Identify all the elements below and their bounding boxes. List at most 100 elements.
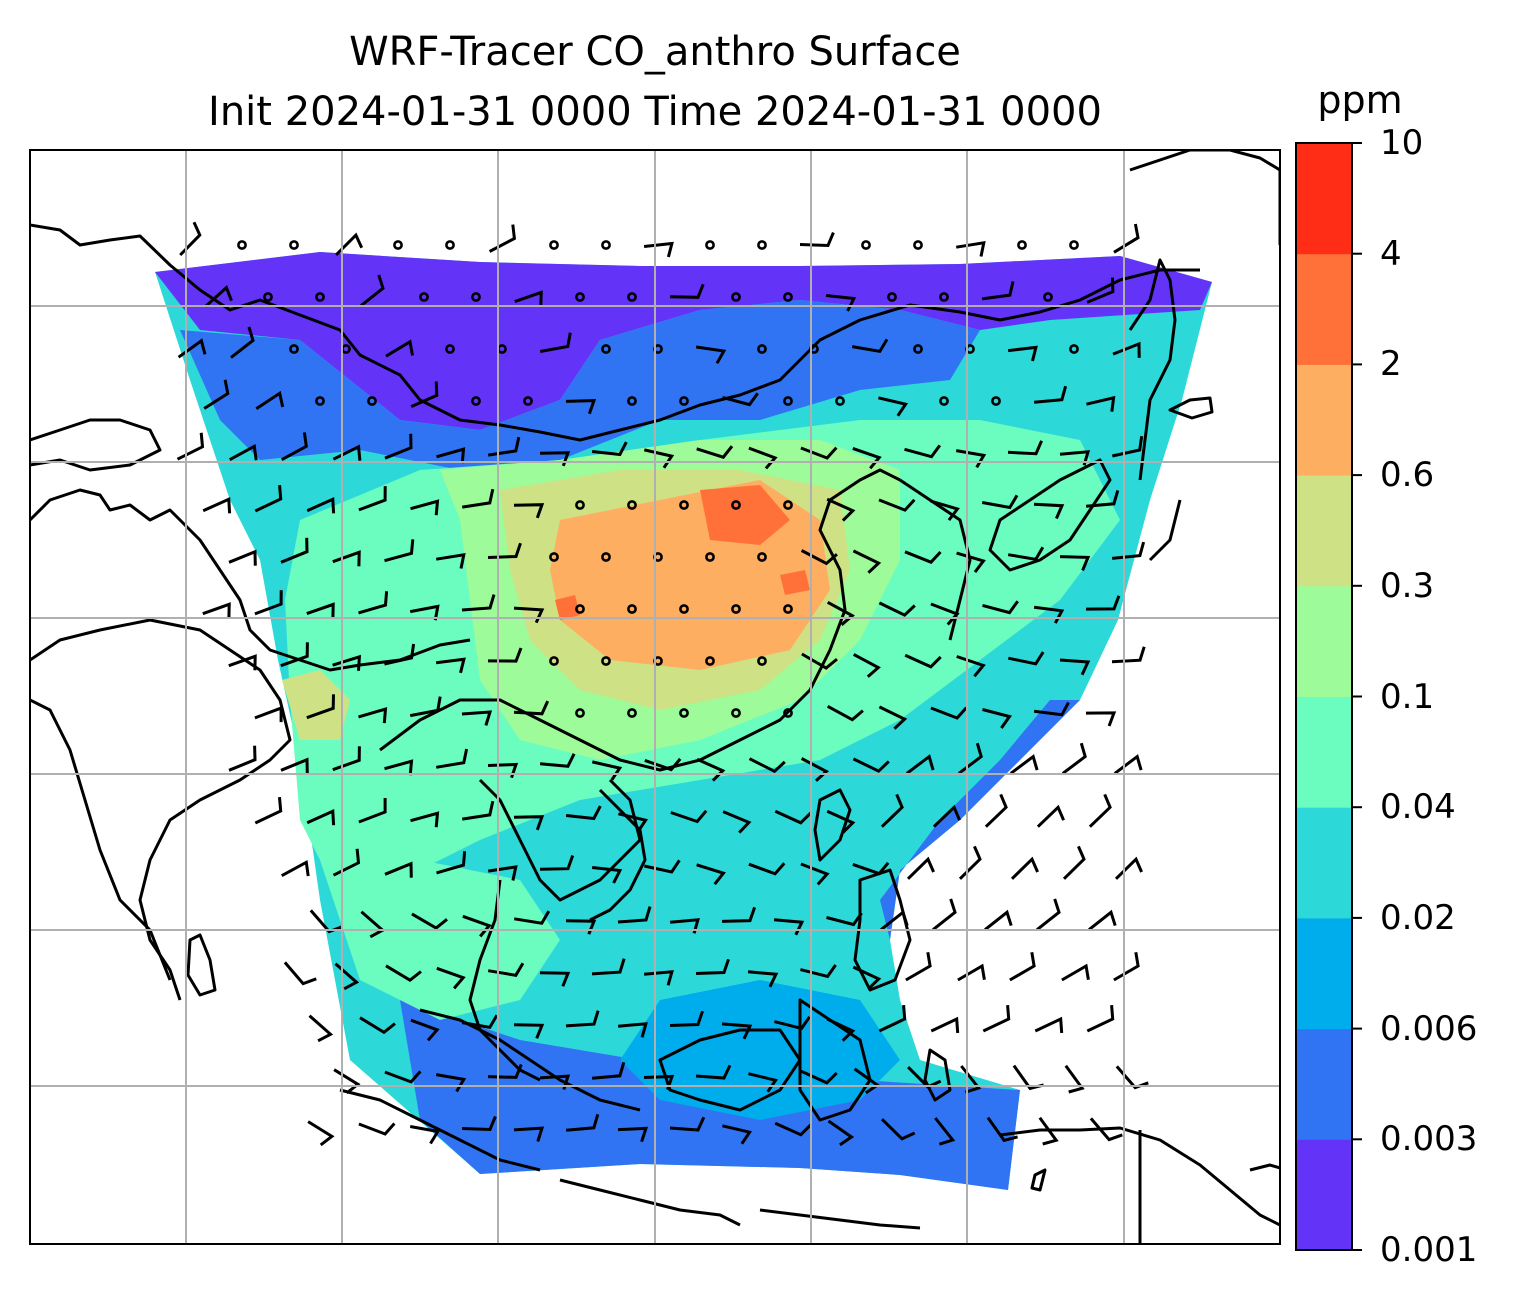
calm-circle — [367, 396, 377, 406]
calm-circle — [757, 240, 767, 250]
wind-barb — [539, 753, 576, 768]
wind-barb — [306, 694, 335, 720]
wind-barb — [696, 445, 734, 459]
wind-barb — [280, 537, 309, 564]
wind-barb — [748, 446, 778, 470]
calm-circle — [575, 604, 585, 614]
colorbar-tick-label: 0.1 — [1380, 676, 1435, 717]
wind-barb — [643, 859, 681, 874]
wind-barb — [202, 497, 232, 514]
wind-barb — [591, 1061, 626, 1080]
wind-barb — [202, 602, 231, 619]
wind-barb — [695, 1064, 732, 1080]
wind-barb — [306, 497, 336, 514]
wind-barb — [228, 443, 258, 462]
colorbar-segment — [1296, 807, 1352, 919]
calm-circle — [289, 240, 299, 250]
wind-barb — [513, 1126, 545, 1142]
wind-barb — [384, 643, 416, 666]
field-hotspot-3 — [780, 570, 810, 595]
calm-circle — [757, 656, 767, 666]
wind-barb — [308, 1014, 334, 1043]
calm-circle — [783, 292, 793, 302]
wind-barb — [932, 898, 957, 931]
wind-barb — [358, 486, 387, 512]
wind-barb — [955, 449, 987, 469]
wind-barb — [514, 290, 543, 307]
wind-barb — [695, 958, 730, 975]
wind-barb — [774, 809, 812, 825]
wind-barb — [1007, 345, 1038, 362]
colorbar-segment — [1296, 475, 1352, 587]
calm-circle — [679, 396, 689, 406]
wind-barb — [958, 845, 982, 880]
calm-circle — [1069, 240, 1079, 250]
colorbar-tick-label: 0.001 — [1380, 1230, 1478, 1270]
wind-barb — [800, 862, 830, 886]
wind-barb — [254, 590, 283, 616]
wind-barb — [410, 811, 440, 828]
wind-barb — [1059, 555, 1091, 571]
wind-barb — [984, 909, 1013, 931]
calm-circle — [627, 396, 637, 406]
wind-barb — [1085, 595, 1121, 611]
wind-barb — [591, 760, 623, 781]
calm-circle — [315, 396, 325, 406]
wind-barb — [932, 804, 961, 828]
wind-barb — [333, 1068, 361, 1095]
wind-barb — [906, 856, 935, 880]
wind-barb — [1114, 856, 1143, 880]
calm-circle — [471, 396, 481, 406]
wind-barb — [1059, 450, 1091, 466]
wind-barb — [1007, 440, 1043, 456]
calm-circle — [705, 240, 715, 250]
calm-circle — [575, 708, 585, 718]
wind-barb — [1064, 1064, 1085, 1094]
wind-barb — [800, 549, 838, 566]
wind-barb — [880, 909, 909, 931]
wind-barb — [748, 862, 786, 876]
wind-barb — [179, 221, 202, 257]
wind-barb — [722, 1124, 753, 1145]
colorbar-tick-label: 0.3 — [1380, 565, 1435, 606]
wind-barb — [1086, 277, 1115, 304]
wind-barb — [1038, 1116, 1059, 1146]
wind-barb — [254, 796, 283, 825]
map-axes — [30, 150, 1280, 1244]
colorbar-unit-label: ppm — [1317, 78, 1403, 122]
colorbar-tick-label: 0.003 — [1380, 1119, 1478, 1160]
wind-barb — [384, 861, 413, 878]
wind-barb — [878, 601, 916, 617]
calm-circle — [575, 292, 585, 302]
wind-barb — [748, 757, 786, 774]
wind-barb — [435, 657, 466, 674]
colorbar-segment — [1296, 1028, 1352, 1140]
wind-barb — [410, 1018, 440, 1042]
colorbar-tick-label: 0.6 — [1380, 455, 1435, 496]
wind-barb — [669, 1116, 706, 1132]
calm-circle — [445, 344, 455, 354]
wind-barb — [852, 965, 882, 990]
wind-barb — [360, 274, 385, 307]
wind-barb — [1086, 395, 1116, 412]
wind-barb — [1113, 754, 1143, 775]
wind-barb — [748, 1072, 779, 1093]
wind-barb — [409, 1125, 441, 1145]
wind-barb — [826, 497, 856, 522]
wind-barb — [1036, 898, 1061, 931]
calm-circle — [861, 240, 871, 250]
wind-barb — [930, 1016, 960, 1034]
calm-circle — [445, 240, 455, 250]
calm-circle — [731, 500, 741, 510]
colorbar-segment — [1296, 585, 1352, 697]
wind-barb — [1085, 711, 1117, 727]
wind-barb — [878, 396, 909, 417]
wind-barb — [309, 909, 343, 934]
calm-circle — [601, 552, 611, 562]
wind-barb — [384, 759, 414, 776]
wind-barb — [800, 1069, 838, 1085]
coastlines — [30, 150, 1280, 1244]
calm-circle — [731, 708, 741, 718]
wind-barb — [410, 381, 439, 408]
